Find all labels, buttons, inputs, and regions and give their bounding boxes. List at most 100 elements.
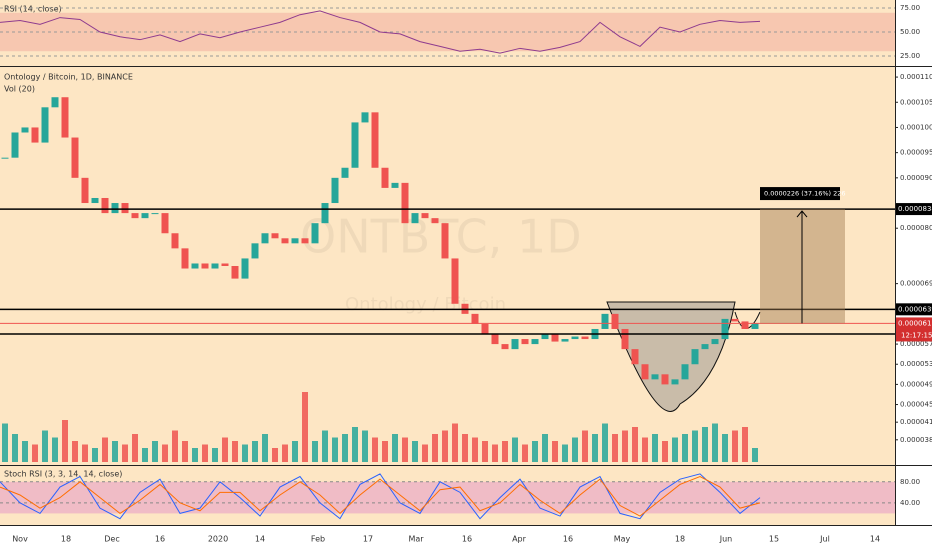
candle — [321, 203, 329, 224]
candle — [581, 336, 589, 340]
candle — [641, 364, 649, 380]
candle — [141, 213, 149, 219]
x-tick-label: 2020 — [208, 535, 228, 544]
candle — [331, 177, 339, 204]
volume-bar — [22, 441, 28, 462]
volume-bar — [712, 423, 718, 462]
x-tick-label: Nov — [12, 535, 28, 544]
volume-bar — [642, 437, 648, 462]
volume-bar — [282, 444, 288, 462]
volume-bar — [482, 441, 488, 462]
candle — [351, 122, 359, 168]
volume-bar — [162, 444, 168, 462]
candle — [271, 233, 279, 239]
candle — [531, 339, 539, 345]
candle — [101, 197, 109, 214]
volume-bar — [212, 448, 218, 462]
stoch-title: Stoch RSI (3, 3, 14, 14, close) — [4, 470, 122, 479]
measure-arrowhead — [796, 210, 808, 218]
volume-bar — [702, 427, 708, 462]
x-tick-label: Dec — [104, 535, 119, 544]
volume-bar — [332, 437, 338, 462]
candle — [291, 238, 299, 244]
x-tick-label: 18 — [61, 535, 71, 544]
price-axis — [895, 0, 932, 550]
volume-bar — [352, 427, 358, 462]
candle — [21, 127, 29, 133]
candle — [171, 233, 179, 249]
volume-bar — [92, 448, 98, 462]
volume-bar — [582, 430, 588, 462]
volume-bar — [322, 430, 328, 462]
volume-bar — [192, 448, 198, 462]
candle — [81, 177, 89, 204]
chart-title: Ontology / Bitcoin, 1D, BINANCE — [4, 73, 133, 82]
candle — [571, 336, 579, 340]
x-tick-label: Mar — [408, 535, 424, 544]
rsi-title: RSI (14, close) — [4, 5, 62, 14]
x-tick-label: Jun — [719, 535, 733, 544]
volume-bar — [32, 444, 38, 462]
candle — [631, 349, 639, 365]
volume-bar — [172, 430, 178, 462]
volume-bar — [312, 441, 318, 462]
volume-bar — [42, 430, 48, 462]
candle — [431, 218, 439, 224]
candle — [241, 258, 249, 279]
candle — [301, 238, 309, 244]
countdown: 12:17:15 — [901, 331, 932, 339]
volume-bar — [152, 441, 158, 462]
candle — [731, 318, 739, 322]
stoch-band — [0, 481, 895, 514]
candle — [651, 374, 659, 380]
level-label-box — [896, 303, 932, 316]
x-tick-label: Apr — [512, 535, 527, 544]
volume-bar — [222, 437, 228, 462]
stoch-line — [0, 473, 761, 520]
volume-bar — [452, 423, 458, 462]
candle — [91, 197, 99, 204]
level-label: 0.0000838 — [898, 205, 932, 213]
volume-bar — [652, 434, 658, 462]
time-axis — [0, 525, 895, 550]
candle — [61, 97, 69, 138]
volume-bar — [632, 427, 638, 462]
volume-bar — [62, 420, 68, 462]
volume-bar — [752, 448, 758, 462]
candle — [341, 167, 349, 178]
x-tick-label: 14 — [255, 535, 265, 544]
candle — [471, 313, 479, 324]
volume-bar — [562, 444, 568, 462]
x-tick-label: 16 — [563, 535, 573, 544]
candle — [361, 112, 369, 123]
y-tick-label: 75.00 — [900, 4, 920, 12]
volume-bar — [602, 423, 608, 462]
volume-bar — [142, 448, 148, 462]
candle — [741, 321, 749, 329]
volume-bar — [262, 434, 268, 462]
volume-bar — [552, 441, 558, 462]
volume-bar — [182, 441, 188, 462]
y-tick-label: 40.00 — [900, 499, 920, 507]
volume-bar — [122, 444, 128, 462]
candle — [561, 339, 569, 342]
x-tick-label: 16 — [462, 535, 472, 544]
volume-bar — [462, 434, 468, 462]
candle — [31, 127, 39, 143]
volume-bar — [202, 444, 208, 462]
volume-bar — [472, 437, 478, 462]
candle — [501, 344, 509, 350]
volume-bar — [302, 392, 308, 462]
y-tick-label: 50.00 — [900, 28, 920, 36]
volume-bar — [542, 434, 548, 462]
candle — [451, 258, 459, 304]
x-tick-label: May — [614, 535, 631, 544]
volume-bar — [622, 430, 628, 462]
volume-bar — [252, 441, 258, 462]
candle — [401, 182, 409, 224]
